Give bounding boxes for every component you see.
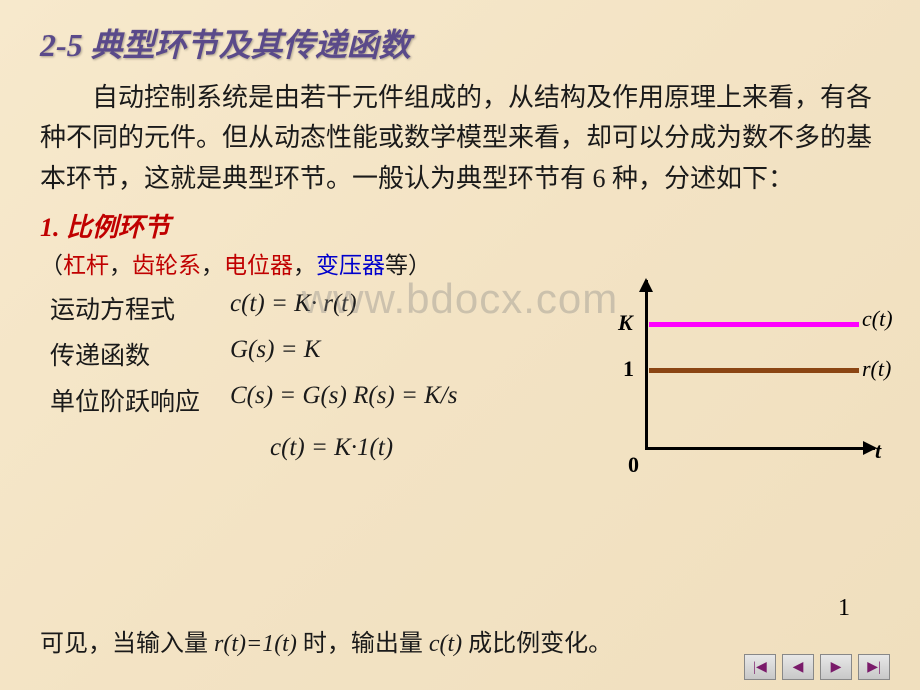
next-page-button[interactable]: ▶ bbox=[820, 654, 852, 680]
body-paragraph: 自动控制系统是由若干元件组成的，从结构及作用原理上来看，有各种不同的元件。但从动… bbox=[40, 78, 880, 199]
paren-open: （ bbox=[40, 253, 63, 278]
label-0: 0 bbox=[628, 452, 639, 478]
page-number: 1 bbox=[838, 595, 850, 622]
slide-title: 2-5 典型环节及其传递函数 bbox=[40, 20, 880, 66]
first-page-button[interactable]: |◀ bbox=[744, 654, 776, 680]
footer-pre: 可见，当输入量 bbox=[40, 631, 214, 657]
label-ct: c(t) bbox=[862, 306, 893, 332]
y-axis bbox=[645, 280, 648, 450]
footer-rt: r(t)=1(t) bbox=[214, 631, 297, 657]
slide-container: 2-5 典型环节及其传递函数 自动控制系统是由若干元件组成的，从结构及作用原理上… bbox=[0, 0, 920, 690]
footer-end: 成比例变化。 bbox=[462, 631, 612, 657]
eq4-expr: c(t) = K·1(t) bbox=[270, 434, 393, 462]
footer-line: 可见，当输入量 r(t)=1(t) 时，输出量 c(t) 成比例变化。 bbox=[40, 623, 612, 658]
step-response-chart: K 1 0 t c(t) r(t) bbox=[590, 280, 890, 480]
comma-2: ， bbox=[201, 253, 224, 278]
eq1-expr: c(t) = K· r(t) bbox=[230, 290, 357, 326]
prev-page-button[interactable]: ◀ bbox=[782, 654, 814, 680]
eq2-label: 传递函数 bbox=[50, 336, 230, 372]
label-t: t bbox=[875, 438, 881, 464]
paren-close: 等） bbox=[385, 253, 431, 278]
footer-mid2: 时，输出量 bbox=[297, 631, 429, 657]
nav-button-group: |◀ ◀ ▶ ▶| bbox=[744, 654, 890, 680]
eq1-label: 运动方程式 bbox=[50, 290, 230, 326]
last-page-button[interactable]: ▶| bbox=[858, 654, 890, 680]
label-K: K bbox=[618, 310, 633, 336]
comma-3: ， bbox=[293, 253, 316, 278]
eq2-expr: G(s) = K bbox=[230, 336, 320, 372]
eq3-expr: C(s) = G(s) R(s) = K/s bbox=[230, 382, 457, 418]
section-heading: 1. 比例环节 bbox=[40, 207, 880, 244]
example-4: 变压器 bbox=[316, 253, 385, 278]
comma-1: ， bbox=[109, 253, 132, 278]
label-rt: r(t) bbox=[862, 356, 891, 382]
example-1: 杠杆 bbox=[63, 253, 109, 278]
footer-ct: c(t) bbox=[429, 631, 462, 657]
r-line bbox=[649, 368, 859, 373]
examples-line: （杠杆，齿轮系，电位器，变压器等） bbox=[40, 246, 880, 280]
c-line bbox=[649, 322, 859, 327]
label-1: 1 bbox=[623, 356, 634, 382]
example-2: 齿轮系 bbox=[132, 253, 201, 278]
example-3: 电位器 bbox=[224, 253, 293, 278]
eq3-label: 单位阶跃响应 bbox=[50, 382, 230, 418]
x-axis bbox=[645, 447, 875, 450]
